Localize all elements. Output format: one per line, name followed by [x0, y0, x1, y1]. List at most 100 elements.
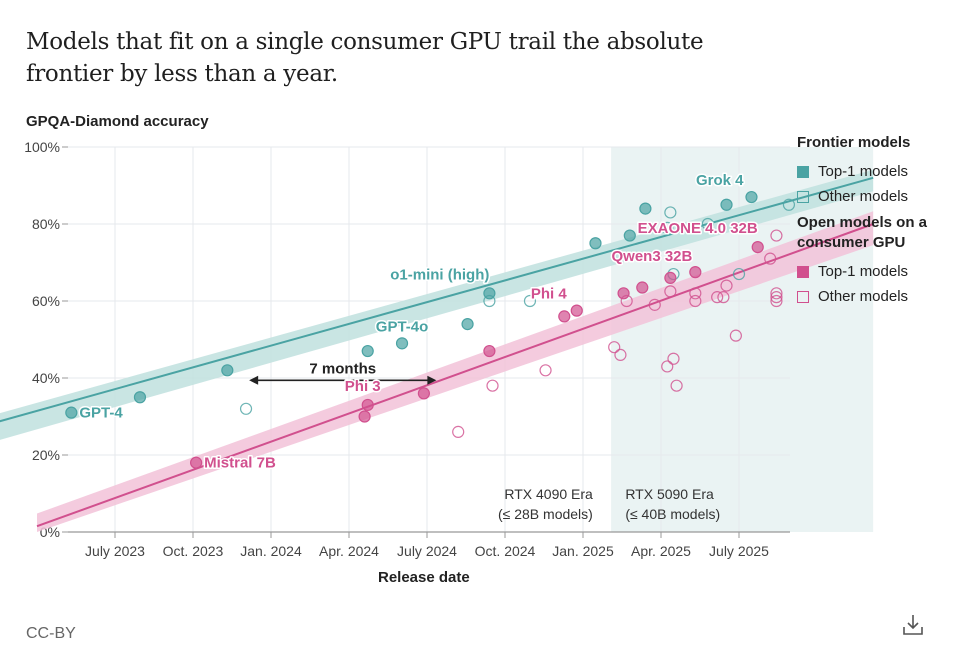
data-point-other: [770, 294, 783, 308]
legend-label: Other models: [818, 188, 909, 205]
data-point-other: [614, 348, 627, 361]
legend-frontier-other[interactable]: Other models: [797, 184, 957, 209]
data-point-other: [664, 285, 677, 298]
data-point-top1: [664, 271, 677, 284]
y-tick-label: 60%: [32, 293, 60, 309]
point-label: GPT-4o: [376, 318, 429, 335]
axes: 0%20%40%60%80%100%July 2023 Oct. 2023 Jan.…: [24, 139, 790, 559]
data-point-other: [539, 364, 552, 377]
data-point-other: [452, 425, 465, 438]
x-tick-label: Apr. 2025: [631, 543, 691, 559]
data-point-other: [483, 294, 496, 308]
x-tick-label: Apr. 2024: [319, 543, 379, 559]
confidence-band: [0, 169, 874, 440]
era-label: RTX 5090 Era: [625, 486, 714, 502]
data-point-other: [732, 267, 746, 281]
data-point-other: [689, 287, 702, 300]
era-sublabel: (≤ 40B models): [625, 506, 720, 522]
data-point-other: [608, 341, 621, 354]
data-point-other: [689, 294, 702, 308]
y-tick-label: 80%: [32, 216, 60, 232]
legend-label: Other models: [818, 288, 909, 305]
download-icon: [903, 615, 923, 635]
data-point-top1: [65, 406, 78, 419]
legend-frontier-title: Frontier models: [797, 134, 911, 151]
data-point-other: [764, 252, 777, 265]
arrowhead-right-icon: [427, 375, 437, 385]
data-point-other: [664, 206, 677, 219]
data-point-top1: [461, 318, 474, 331]
data-point-other: [620, 294, 633, 308]
x-tick-label: July 2023: [85, 543, 145, 559]
data-point-top1: [361, 398, 374, 412]
data-point-other: [667, 352, 680, 365]
data-point-other: [523, 294, 537, 308]
data-point-other: [770, 229, 783, 242]
data-point-top1: [636, 281, 649, 294]
point-label: EXAONE 4.0 32B: [638, 220, 758, 237]
data-point-top1: [689, 266, 702, 279]
data-point-other: [745, 221, 758, 234]
legend-frontier-top[interactable]: Top-1 models: [797, 159, 957, 184]
data-points: [65, 190, 796, 469]
data-point-other: [661, 221, 674, 234]
point-label: GPT-4: [79, 405, 123, 422]
legend-label: Top-1 models: [818, 263, 909, 280]
x-axis-label: Release date: [378, 569, 470, 586]
data-point-top1: [417, 387, 430, 400]
data-point-top1: [720, 198, 733, 211]
era-sublabel: (≤ 28B models): [498, 506, 593, 522]
data-point-top1: [358, 410, 371, 423]
point-label: Mistral 7B: [204, 455, 276, 472]
data-point-other: [729, 329, 742, 342]
data-point-top1: [639, 202, 652, 215]
data-point-other: [770, 287, 783, 300]
data-point-top1: [395, 337, 409, 350]
legend-open-title: Open models on a consumer GPU: [797, 214, 928, 251]
point-label: Phi 4: [531, 286, 568, 303]
data-point-other: [770, 291, 783, 304]
x-tick-label: Jan. 2025: [552, 543, 614, 559]
x-tick-label: July 2024: [397, 543, 457, 559]
data-point-top1: [133, 391, 147, 404]
data-point-top1: [483, 344, 496, 358]
y-tick-label: 40%: [32, 370, 60, 386]
y-tick-label: 100%: [24, 139, 60, 155]
data-point-other: [720, 279, 733, 292]
legend-open-other[interactable]: Other models: [797, 284, 957, 309]
outline-square-icon: [797, 190, 809, 203]
arrowhead-left-icon: [249, 375, 259, 385]
gap-annotation-label: 7 months: [309, 360, 376, 377]
x-tick-label: July 2025: [709, 543, 769, 559]
data-point-other: [717, 291, 730, 304]
x-tick-label: Jan. 2024: [240, 543, 302, 559]
y-tick-label: 20%: [32, 447, 60, 463]
era-label: RTX 4090 Era: [504, 486, 593, 502]
data-point-top1: [558, 310, 571, 323]
point-label: Grok 4: [696, 172, 744, 189]
data-point-other: [670, 379, 683, 392]
data-point-top1: [623, 229, 636, 242]
filled-square-icon: [797, 165, 809, 178]
filled-square-icon: [797, 265, 809, 278]
confidence-band: [37, 211, 874, 533]
data-point-top1: [361, 344, 374, 358]
legend-open-top[interactable]: Top-1 models: [797, 259, 957, 284]
legend: Frontier models Top-1 models Other model…: [797, 133, 957, 309]
data-point-top1: [221, 364, 234, 377]
trend-line: [0, 176, 874, 423]
chart-title: Models that fit on a single consumer GPU…: [26, 29, 704, 87]
annotations: 7 months RTX 4090 Era (≤ 28B models) RTX 50…: [249, 359, 720, 522]
download-button[interactable]: [900, 612, 926, 638]
point-label: Qwen3 32B: [611, 248, 692, 265]
point-label: o1-mini (high): [390, 266, 489, 283]
data-point-other: [701, 217, 714, 231]
data-point-other: [782, 198, 796, 211]
data-point-other: [648, 298, 661, 311]
data-point-top1: [745, 190, 758, 204]
data-point-top1: [589, 237, 602, 250]
point-labels: GPT-4 GPT-4o o1-mini (high) Grok 4 Mistral 7…: [78, 171, 760, 474]
license-label: CC-BY: [26, 625, 76, 642]
x-tick-label: Oct. 2023: [163, 543, 224, 559]
